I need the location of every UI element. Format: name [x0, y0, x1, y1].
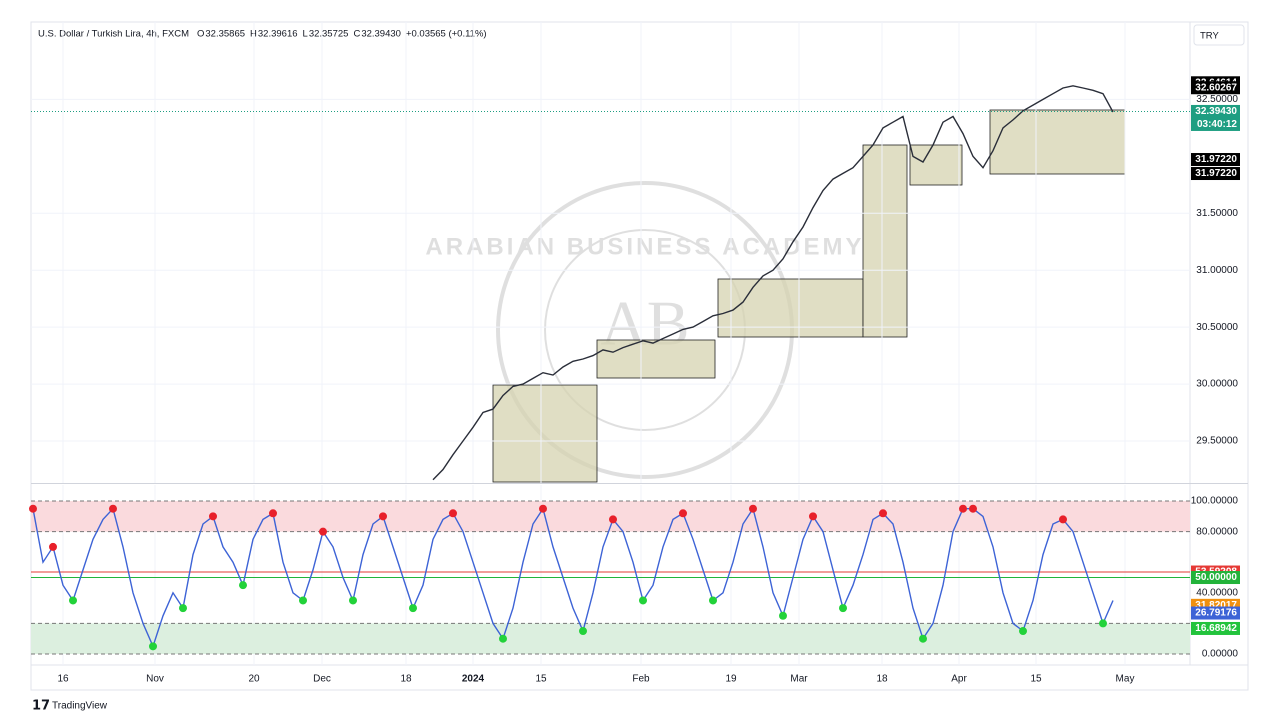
ohlc-value: 32.39616: [258, 29, 298, 40]
oversold-dot: [779, 611, 787, 620]
oversold-dot: [179, 604, 187, 613]
oversold-dot: [639, 596, 647, 605]
oversold-dot: [579, 627, 587, 636]
price-badge: [1191, 81, 1240, 95]
overbought-dot: [269, 509, 277, 518]
price-badge-label: 32.39430: [1195, 106, 1237, 117]
chart-frame: [30, 21, 1249, 691]
overbought-dot: [749, 504, 757, 513]
x-tick-label: 20: [248, 674, 260, 685]
price-badge-label: 50.00000: [1195, 572, 1237, 583]
price-badge-label: 31.82017: [1195, 600, 1237, 611]
oversold-dot: [349, 596, 357, 605]
demand-zone: [596, 339, 716, 379]
y-tick-label: 30.50000: [1196, 322, 1238, 333]
y-tick-label: 32.50000: [1196, 94, 1238, 105]
currency-button[interactable]: [1193, 24, 1245, 46]
symbol-title: U.S. Dollar / Turkish Lira, 4h, FXCM: [38, 29, 189, 40]
x-tick-label: Nov: [146, 674, 164, 685]
overbought-dot: [539, 504, 547, 513]
ohlc-value: 32.35725: [309, 29, 349, 40]
overbought-dot: [109, 504, 117, 513]
price-badge-label: 26.79176: [1195, 608, 1237, 619]
y-tick-label: 40.00000: [1196, 587, 1238, 598]
demand-zone: [989, 109, 1126, 175]
oversold-dot: [149, 642, 157, 651]
x-tick-label: 18: [876, 674, 888, 685]
ohlc-key: L: [303, 29, 308, 40]
ohlc-readout: O 32.35865 H 32.39616 L 32.35725 C 32.39430 +0.0…: [197, 29, 487, 40]
watermark-text: ARABIAN BUSINESS ACADEMY: [425, 233, 864, 260]
overbought-dot: [609, 515, 617, 524]
price-change: +0.03565 (+0.11%): [406, 29, 487, 40]
oversold-dot: [409, 604, 417, 613]
oversold-dot: [919, 634, 927, 643]
y-tick-label: 30.00000: [1196, 379, 1238, 390]
x-tick-label: 15: [1030, 674, 1042, 685]
series-line: [432, 85, 1114, 481]
y-tick-label: 31.00000: [1196, 265, 1238, 276]
x-tick-label: Apr: [951, 674, 967, 685]
countdown: 03:40:12: [1197, 119, 1237, 130]
brand-label: TradingView: [52, 701, 108, 712]
price-badge: [1191, 104, 1240, 131]
currency-label[interactable]: TRY: [1200, 31, 1219, 42]
y-tick-label: 0.00000: [1202, 649, 1239, 660]
overbought-dot: [1059, 515, 1067, 524]
demand-zone: [717, 278, 864, 338]
ohlc-key: O: [197, 29, 204, 40]
y-tick-label: 100.00000: [1191, 496, 1239, 507]
oversold-dot: [1099, 619, 1107, 628]
zones-layer: [492, 109, 1126, 483]
overbought-dot: [969, 504, 977, 513]
oversold-dot: [709, 596, 717, 605]
x-tick-label: Feb: [632, 674, 650, 685]
oversold-dot: [239, 581, 247, 590]
oversold-dot: [1019, 627, 1027, 636]
x-tick-label: 19: [725, 674, 737, 685]
overbought-dot: [49, 542, 57, 551]
oversold-dot: [499, 634, 507, 643]
x-tick-label: Mar: [790, 674, 808, 685]
overbought-dot: [679, 509, 687, 518]
y-tick-label: 29.50000: [1196, 436, 1238, 447]
oversold-dot: [69, 596, 77, 605]
price-badge-label: 16.68942: [1195, 623, 1237, 634]
ohlc-value: 32.35865: [205, 29, 245, 40]
tv-logo-mark: 𝟭𝟳: [32, 697, 50, 712]
overbought-dot: [379, 512, 387, 521]
demand-zone: [909, 144, 963, 186]
y-tick-label: 80.00000: [1196, 526, 1238, 537]
oversold-dot: [299, 596, 307, 605]
demand-zone: [862, 144, 908, 338]
overbought-dot: [959, 504, 967, 513]
x-tick-label: 16: [57, 674, 69, 685]
price-badge-label: 32.60267: [1195, 82, 1237, 93]
x-tick-label: 2024: [462, 674, 485, 685]
ohlc-value: 32.39430: [361, 29, 401, 40]
osc-zone: [31, 623, 1190, 654]
price-badge: [1191, 571, 1240, 585]
overbought-dot: [449, 509, 457, 518]
overbought-dot: [319, 527, 327, 536]
price-badge: [1191, 621, 1240, 635]
price-badge: [1191, 167, 1240, 181]
price-badge: [1191, 606, 1240, 620]
price-badge-label: 31.97220: [1195, 154, 1237, 165]
ohlc-key: C: [353, 29, 360, 40]
x-tick-label: 15: [535, 674, 547, 685]
demand-zone: [492, 384, 598, 483]
overbought-dot: [879, 509, 887, 518]
x-tick-label: May: [1116, 674, 1135, 685]
x-tick-label: Dec: [313, 674, 331, 685]
overbought-dot: [809, 512, 817, 521]
y-tick-label: 31.50000: [1196, 208, 1238, 219]
price-badge: [1191, 153, 1240, 167]
oversold-dot: [839, 604, 847, 613]
x-tick-label: 18: [400, 674, 412, 685]
overbought-dot: [209, 512, 217, 521]
overbought-dot: [29, 504, 37, 513]
price-badge-label: 31.97220: [1195, 168, 1237, 179]
